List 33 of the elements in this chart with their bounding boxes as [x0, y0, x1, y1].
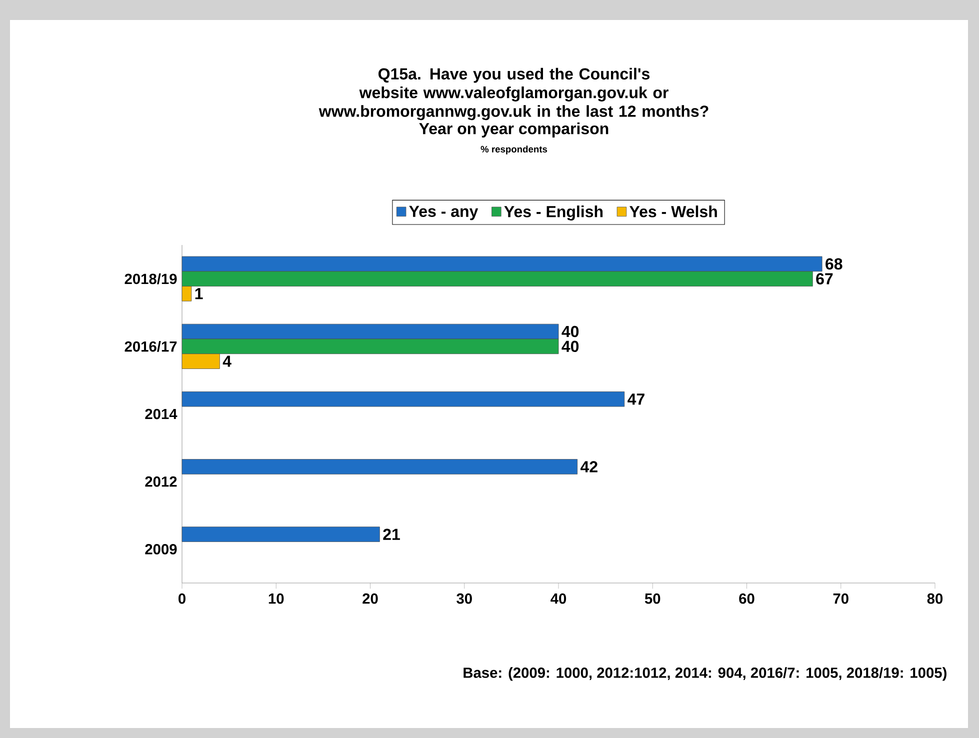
legend-label: Yes - English: [504, 206, 603, 221]
data-label: 40: [562, 340, 579, 352]
y-tick-label: 2018/19: [124, 273, 177, 284]
data-label: 4: [222, 356, 232, 367]
x-tick-label: 20: [362, 593, 378, 604]
text: % respondents: [480, 146, 548, 154]
x-tick-label: 40: [550, 593, 566, 604]
legend-label: Yes - any: [409, 206, 478, 220]
data-label: 47: [628, 394, 644, 405]
x-tick-label: 30: [456, 593, 472, 604]
bar: [182, 526, 380, 542]
text: Base: (2009: 1000, 2012:1012, 2014: 904, 2016/7: 1005, 2018/19: 1005): [464, 667, 946, 681]
y-tick-label: 2012: [145, 476, 177, 487]
data-label: 40: [562, 326, 579, 338]
chart-title: Q15a. Have you used the Council's website www.valeofglamorgan.gov.uk or www.bromorgannwg.gov.uk in the last 12 months?: [318, 68, 708, 120]
bar: [182, 391, 625, 407]
x-tick-label: 10: [268, 593, 284, 604]
legend-label: Yes - Welsh: [630, 206, 717, 218]
x-tick-label: 80: [927, 593, 943, 604]
x-tick-label: 70: [833, 593, 848, 604]
data-label: 68: [826, 258, 842, 270]
data-label: 42: [580, 461, 598, 472]
data-label: 21: [383, 528, 400, 540]
chart-subtitle: Year on year comparison: [419, 122, 608, 138]
x-tick-label: 50: [644, 593, 660, 604]
data-label: 1: [195, 288, 203, 300]
x-tick-label: 60: [739, 593, 754, 604]
data-label: 67: [816, 273, 833, 284]
y-tick-label: 2009: [145, 544, 177, 554]
bar: [182, 459, 578, 474]
y-tick-label: 2016/17: [124, 340, 177, 352]
x-tick-label: 0: [178, 593, 186, 604]
y-tick-label: 2014: [145, 408, 178, 420]
